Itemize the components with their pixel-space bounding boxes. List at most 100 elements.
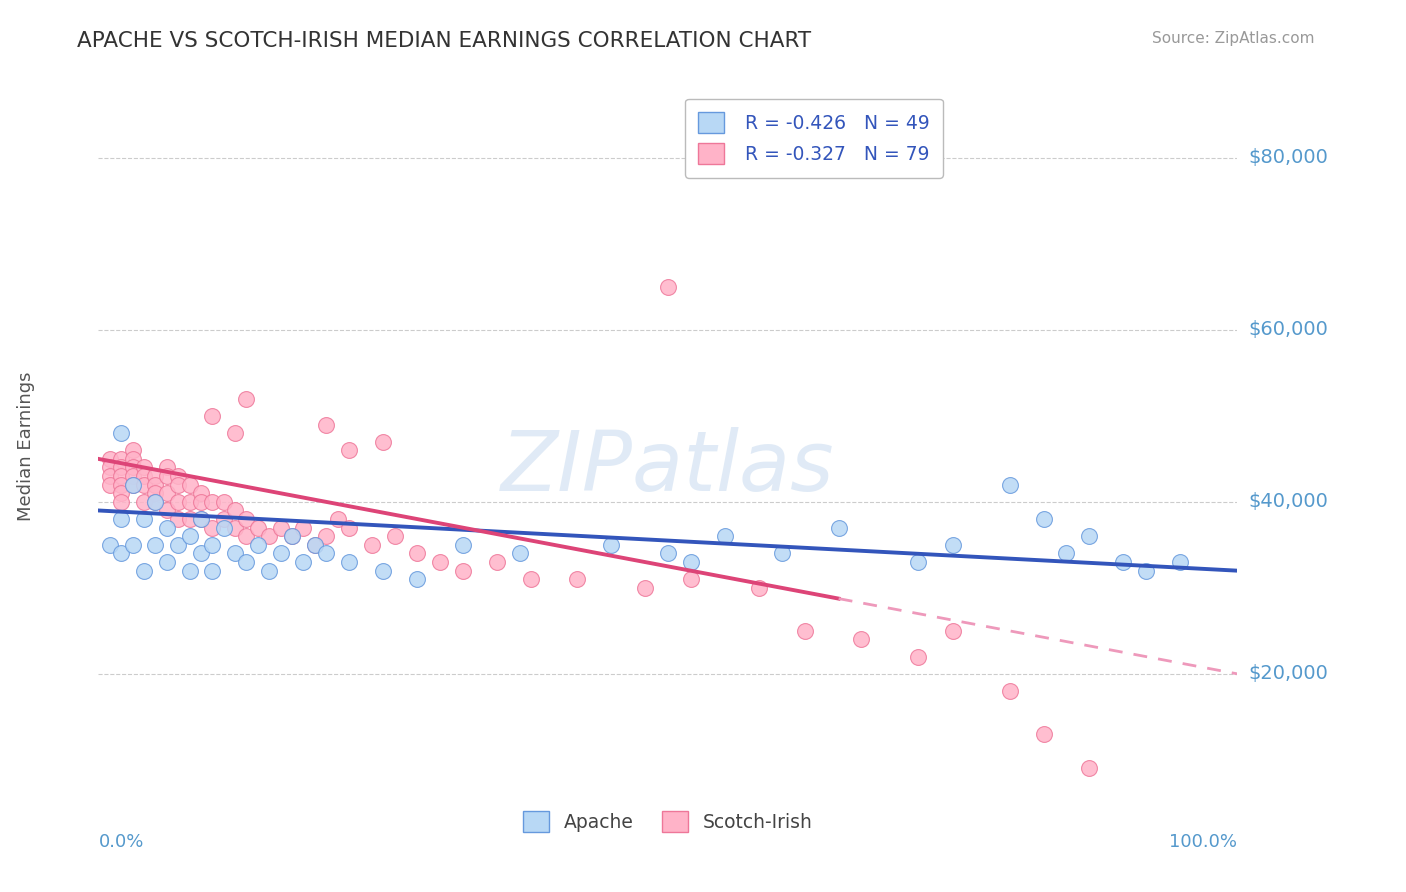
Text: $40,000: $40,000 (1249, 492, 1329, 511)
Point (179, 564, 201, 578)
Point (907, 555, 929, 569)
Point (429, 555, 451, 569)
Point (190, 486, 212, 500)
Point (156, 460, 179, 475)
Point (224, 546, 246, 560)
Point (132, 469, 155, 483)
Point (998, 684, 1021, 698)
Point (246, 538, 269, 552)
Point (179, 477, 201, 491)
Point (315, 529, 337, 543)
Point (259, 564, 281, 578)
Point (1135, 564, 1157, 578)
Point (304, 538, 326, 552)
Point (98, 538, 121, 552)
Point (212, 512, 235, 526)
Point (98, 460, 121, 475)
Point (270, 546, 292, 560)
Text: Source: ZipAtlas.com: Source: ZipAtlas.com (1152, 31, 1315, 46)
Point (657, 546, 679, 560)
Point (121, 538, 143, 552)
Point (156, 521, 179, 535)
Point (156, 486, 179, 500)
Point (98, 469, 121, 483)
Legend: Apache, Scotch-Irish: Apache, Scotch-Irish (515, 803, 821, 839)
Point (190, 546, 212, 560)
Text: $20,000: $20,000 (1249, 665, 1329, 683)
Point (337, 443, 360, 458)
Point (121, 477, 143, 491)
Point (235, 392, 257, 406)
Point (565, 572, 588, 586)
Point (828, 521, 851, 535)
Point (110, 486, 132, 500)
Point (246, 521, 269, 535)
Point (1078, 529, 1101, 543)
Point (98, 477, 121, 491)
Point (167, 538, 190, 552)
Point (281, 529, 304, 543)
Text: ZIPatlas: ZIPatlas (501, 427, 835, 508)
Point (851, 632, 873, 647)
Point (600, 538, 623, 552)
Point (942, 538, 965, 552)
Point (110, 495, 132, 509)
Point (360, 538, 382, 552)
Point (212, 521, 235, 535)
Point (281, 529, 304, 543)
Point (145, 477, 167, 491)
Point (145, 486, 167, 500)
Point (201, 538, 224, 552)
Point (337, 521, 360, 535)
Point (179, 529, 201, 543)
Point (132, 477, 155, 491)
Point (98, 451, 121, 466)
Text: 100.0%: 100.0% (1170, 833, 1237, 851)
Point (304, 538, 326, 552)
Point (793, 624, 815, 638)
Text: 0.0%: 0.0% (98, 833, 143, 851)
Text: $60,000: $60,000 (1249, 320, 1329, 340)
Point (235, 512, 257, 526)
Point (132, 495, 155, 509)
Point (714, 529, 737, 543)
Point (634, 581, 657, 595)
Point (270, 521, 292, 535)
Text: Median Earnings: Median Earnings (17, 371, 35, 521)
Point (224, 503, 246, 517)
Point (371, 564, 394, 578)
Point (679, 572, 702, 586)
Point (770, 546, 793, 560)
Point (156, 469, 179, 483)
Point (121, 477, 143, 491)
Point (748, 581, 770, 595)
Point (907, 649, 929, 664)
Point (201, 521, 224, 535)
Point (520, 572, 543, 586)
Point (1078, 761, 1101, 775)
Point (451, 538, 474, 552)
Point (259, 529, 281, 543)
Point (156, 555, 179, 569)
Point (1054, 546, 1078, 560)
Point (145, 495, 167, 509)
Point (110, 469, 132, 483)
Point (190, 512, 212, 526)
Point (1170, 555, 1192, 569)
Point (224, 521, 246, 535)
Point (371, 434, 394, 449)
Point (451, 564, 474, 578)
Point (942, 624, 965, 638)
Point (201, 409, 224, 423)
Point (292, 521, 315, 535)
Point (145, 495, 167, 509)
Point (998, 477, 1021, 491)
Point (384, 529, 406, 543)
Point (235, 529, 257, 543)
Point (121, 460, 143, 475)
Point (167, 512, 190, 526)
Point (145, 538, 167, 552)
Point (406, 572, 429, 586)
Text: APACHE VS SCOTCH-IRISH MEDIAN EARNINGS CORRELATION CHART: APACHE VS SCOTCH-IRISH MEDIAN EARNINGS C… (77, 31, 811, 51)
Point (110, 512, 132, 526)
